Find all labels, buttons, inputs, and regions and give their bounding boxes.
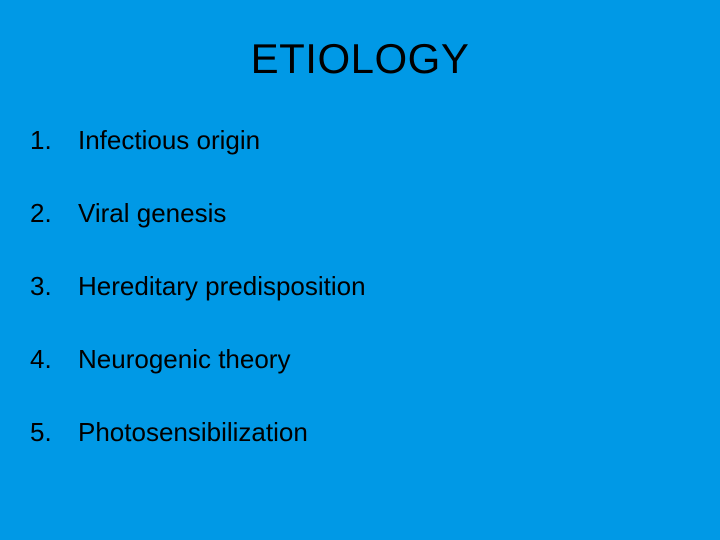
item-text: Hereditary predisposition	[78, 271, 366, 302]
item-text: Photosensibilization	[78, 417, 308, 448]
item-number: 2.	[30, 198, 78, 229]
item-text: Infectious origin	[78, 125, 260, 156]
item-text: Viral genesis	[78, 198, 226, 229]
list-item: 1. Infectious origin	[30, 125, 690, 156]
list-item: 2. Viral genesis	[30, 198, 690, 229]
etiology-list: 1. Infectious origin 2. Viral genesis 3.…	[30, 125, 690, 448]
item-number: 4.	[30, 344, 78, 375]
list-item: 5. Photosensibilization	[30, 417, 690, 448]
item-number: 1.	[30, 125, 78, 156]
list-item: 4. Neurogenic theory	[30, 344, 690, 375]
slide-title: ETIOLOGY	[30, 35, 690, 83]
list-item: 3. Hereditary predisposition	[30, 271, 690, 302]
item-number: 5.	[30, 417, 78, 448]
item-text: Neurogenic theory	[78, 344, 290, 375]
item-number: 3.	[30, 271, 78, 302]
slide-container: ETIOLOGY 1. Infectious origin 2. Viral g…	[0, 0, 720, 540]
